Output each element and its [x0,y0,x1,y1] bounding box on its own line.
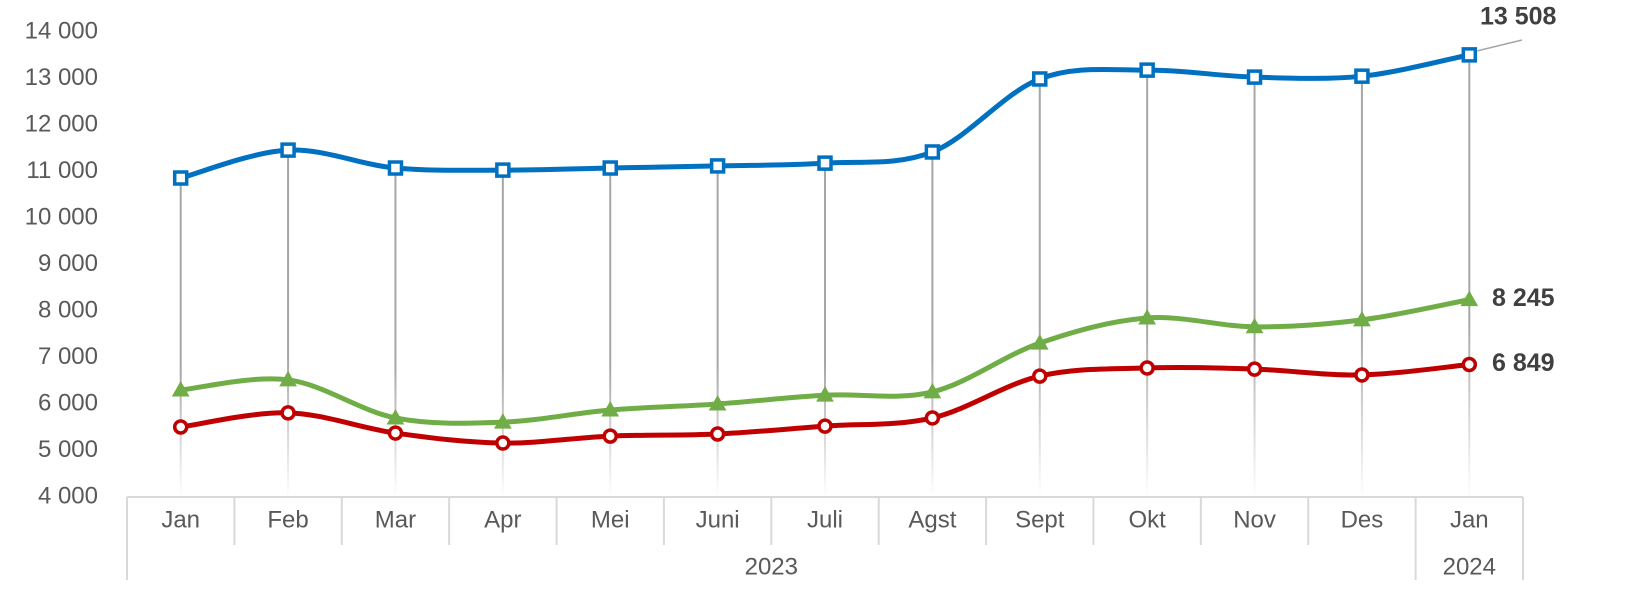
y-tick-label: 14 000 [25,17,98,44]
drop-line [394,168,397,497]
marker [172,419,189,435]
x-tick-label: Okt [1128,506,1166,533]
y-tick-label: 10 000 [25,203,98,230]
drop-line [931,151,934,497]
marker [1138,308,1157,325]
marker [495,162,511,178]
marker [1246,69,1263,85]
marker [495,435,511,451]
y-tick-label: 11 000 [26,157,98,184]
y-tick-label: 4 000 [38,482,98,509]
marker [280,142,296,158]
marker [387,160,404,176]
marker [1032,71,1048,87]
marker [1461,356,1478,373]
x-tick-label: Nov [1233,506,1276,533]
x-tick-label: Mei [591,506,630,533]
drop-line [179,178,182,497]
y-tick-label: 12 000 [25,110,98,137]
x-tick-label: Mar [375,506,416,533]
drop-line [1253,77,1256,497]
drop-line [1468,54,1471,498]
marker [924,410,941,426]
marker [1245,317,1264,334]
data-label: 8 245 [1492,284,1555,312]
marker [1030,334,1049,350]
marker [1354,68,1370,84]
marker [1032,368,1048,384]
drop-line [824,163,826,497]
marker [493,413,512,429]
marker [816,386,834,402]
marker [172,170,189,186]
marker [923,382,942,399]
drop-line [287,150,290,498]
marker [1139,62,1155,78]
x-tick-label: Juli [807,506,843,533]
x-group-label: 2024 [1443,553,1496,580]
y-tick-label: 5 000 [38,436,98,463]
label-leader [1477,39,1523,52]
marker [280,405,296,421]
y-tick-label: 13 000 [25,64,98,91]
x-tick-label: Apr [484,506,521,533]
drop-line [1146,70,1149,497]
marker [924,144,941,160]
marker [602,428,618,444]
marker [817,155,833,171]
marker [1246,361,1263,377]
y-tick-label: 6 000 [38,389,98,416]
marker [1460,290,1479,307]
x-tick-label: Juni [696,506,740,533]
x-tick-label: Des [1341,506,1384,533]
drop-line [501,170,504,498]
marker [387,425,404,441]
y-tick-label: 7 000 [38,343,98,370]
y-tick-label: 9 000 [38,250,98,277]
x-group-label: 2023 [745,553,798,580]
data-label: 13 508 [1480,3,1557,31]
marker [1354,367,1370,383]
marker [708,394,727,411]
x-tick-label: Agst [908,506,956,533]
marker [1461,47,1478,63]
x-tick-label: Feb [267,506,308,533]
data-label: 6 849 [1492,349,1555,377]
drop-line [1360,76,1363,498]
marker [1139,360,1155,376]
marker [1353,310,1371,327]
x-tick-label: Jan [1450,506,1489,533]
marker [386,408,405,425]
drop-line [609,168,612,497]
drop-line [1038,78,1041,497]
marker [279,370,297,387]
marker [709,158,726,174]
marker [601,401,620,417]
y-tick-label: 8 000 [38,296,98,323]
x-tick-label: Jan [161,506,200,533]
marker [171,381,190,397]
marker [817,418,833,434]
drop-line [716,165,719,498]
marker [602,160,618,176]
x-tick-label: Sept [1015,506,1065,533]
marker [709,426,726,442]
